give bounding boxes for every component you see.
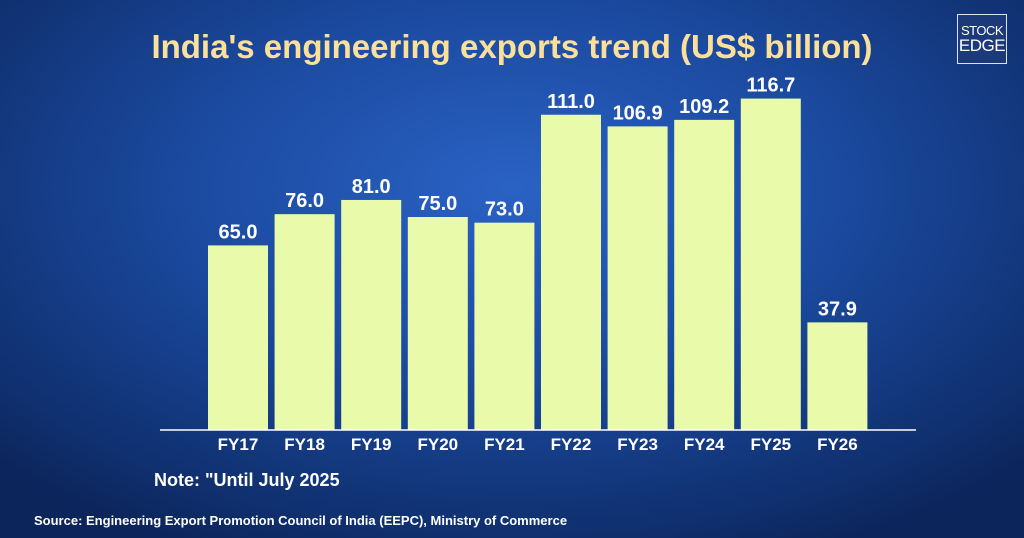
data-label: 111.0 [547,91,595,113]
x-tick-label: FY20 [417,435,458,454]
bar-fy22 [541,114,601,430]
stockedge-logo: STOCK EDGE [957,14,1007,64]
bar-fy25 [740,98,801,431]
x-tick-label: FY19 [351,435,392,454]
x-tick-label: FY18 [284,435,325,454]
x-tick-label: FY17 [218,435,259,454]
chart-title: India's engineering exports trend (US$ b… [151,28,873,65]
x-tick-label: FY21 [484,435,525,454]
logo-line2: EDGE [958,36,1006,55]
data-label: 81.0 [352,176,391,198]
data-label: 116.7 [746,75,795,97]
x-tick-label: FY22 [551,435,592,454]
source: Source: Engineering Export Promotion Cou… [34,513,568,528]
data-label: 37.9 [818,298,857,320]
bar-fy24 [674,119,735,430]
bar-fy17 [208,245,268,430]
x-tick-label: FY25 [750,435,791,454]
logo-line1: STOCK [960,23,1004,38]
bar-fy23 [607,126,668,431]
x-tick-label: FY26 [817,435,858,454]
bar-fy21 [474,222,535,430]
bar-fy26 [807,322,868,430]
data-label: 106.9 [613,102,663,124]
x-tick-label: FY23 [617,435,658,454]
data-label: 76.0 [285,190,324,212]
bar-fy20 [407,217,468,430]
data-label: 65.0 [219,221,258,243]
data-label: 109.2 [679,96,729,118]
data-label: 75.0 [418,193,457,215]
x-tick-label: FY24 [684,435,725,454]
note: Note: "Until July 2025 [154,470,340,490]
data-label: 73.0 [485,199,524,221]
bar-fy18 [274,214,335,430]
bar-fy19 [341,199,402,430]
